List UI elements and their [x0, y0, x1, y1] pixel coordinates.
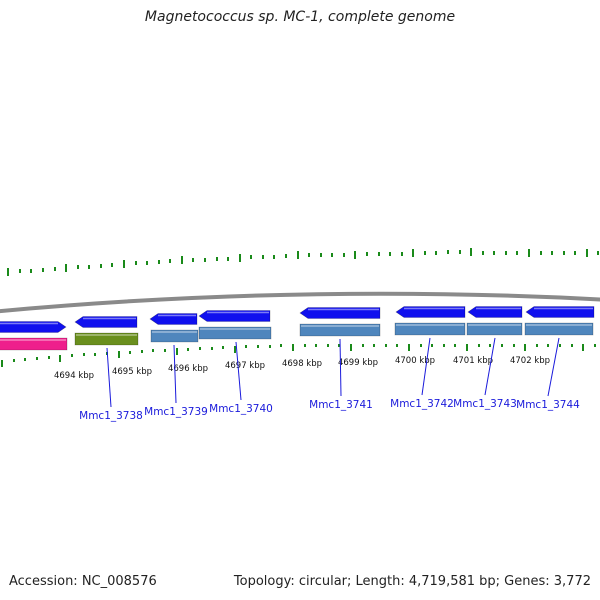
gene-leader-line — [106, 347, 112, 408]
gene-label[interactable]: Mmc1_3739 — [144, 406, 208, 418]
gene-feature[interactable] — [0, 337, 68, 351]
gene-leader-line — [173, 344, 177, 404]
scale-label: 4696 kbp — [168, 364, 208, 374]
gene-track — [0, 306, 595, 351]
accession-text: Accession: NC_008576 — [9, 574, 157, 589]
genome-backbone — [0, 291, 600, 314]
gene-label[interactable]: Mmc1_3744 — [516, 399, 580, 411]
scale-label: 4700 kbp — [395, 356, 435, 366]
gene-label[interactable]: Mmc1_3743 — [453, 398, 517, 410]
gene-feature[interactable] — [466, 322, 523, 336]
scale-label: 4698 kbp — [282, 359, 322, 369]
gene-feature[interactable] — [525, 306, 595, 318]
scale-label: 4694 kbp — [54, 371, 94, 381]
gene-feature[interactable] — [395, 306, 466, 318]
gene-feature[interactable] — [299, 323, 381, 337]
gene-feature[interactable] — [394, 322, 466, 336]
gene-label[interactable]: Mmc1_3738 — [79, 410, 143, 422]
gene-leader-line — [421, 337, 431, 396]
map-title: Magnetococcus sp. MC-1, complete genome — [144, 9, 456, 25]
scale-ticks: 4694 kbp 4695 kbp 4696 kbp 4697 kbp 4698 kbp… — [1, 344, 596, 381]
gene-feature[interactable] — [467, 306, 523, 318]
gene-leader-line — [484, 337, 496, 396]
gene-leader-line — [547, 337, 560, 397]
scale-label: 4695 kbp — [112, 367, 152, 377]
topology-summary: Topology: circular; Length: 4,719,581 bp… — [233, 574, 591, 589]
scale-label: 4702 kbp — [510, 356, 550, 366]
scale-label: 4701 kbp — [453, 356, 493, 366]
gene-feature[interactable] — [0, 321, 67, 333]
gene-leader-line — [339, 338, 342, 397]
gene-feature[interactable] — [74, 332, 139, 346]
gene-leader-line — [235, 341, 242, 401]
scale-label: 4699 kbp — [338, 358, 378, 368]
gene-feature[interactable] — [198, 326, 272, 340]
gene-feature[interactable] — [149, 313, 198, 325]
gc-content-ticks — [7, 248, 599, 276]
gene-feature[interactable] — [524, 322, 594, 336]
gene-feature[interactable] — [299, 307, 381, 319]
gene-feature[interactable] — [74, 316, 138, 328]
gene-label[interactable]: Mmc1_3742 — [390, 398, 454, 410]
gene-labels: Mmc1_3738 Mmc1_3739 Mmc1_3740 Mmc1_3741 Mmc1… — [79, 337, 580, 422]
gene-feature[interactable] — [150, 329, 199, 343]
scale-label: 4697 kbp — [225, 361, 265, 371]
gene-label[interactable]: Mmc1_3741 — [309, 399, 373, 411]
gene-feature[interactable] — [198, 310, 271, 322]
gene-label[interactable]: Mmc1_3740 — [209, 403, 273, 415]
